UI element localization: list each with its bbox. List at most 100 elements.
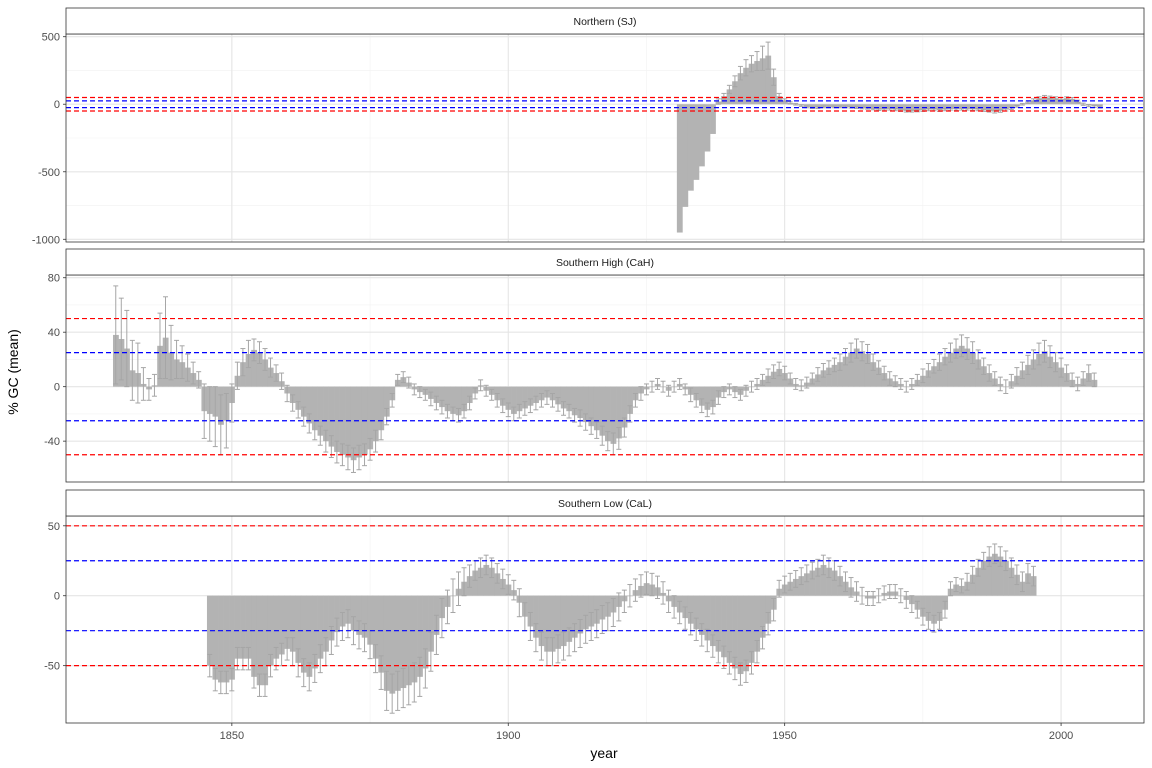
bar bbox=[389, 595, 396, 694]
bar bbox=[1025, 573, 1031, 596]
bar bbox=[627, 386, 633, 414]
bar bbox=[853, 104, 860, 108]
bar bbox=[361, 595, 368, 638]
bar bbox=[892, 104, 899, 110]
bar bbox=[328, 386, 335, 447]
bar bbox=[765, 595, 772, 624]
bar bbox=[1052, 362, 1059, 387]
bar bbox=[334, 595, 340, 633]
bar bbox=[206, 595, 213, 666]
bar bbox=[1069, 98, 1076, 105]
bar bbox=[306, 595, 313, 677]
bar bbox=[306, 386, 313, 424]
bar bbox=[240, 595, 246, 659]
bar bbox=[693, 595, 700, 630]
bar bbox=[411, 595, 418, 683]
bar bbox=[881, 104, 888, 110]
bar bbox=[1025, 364, 1031, 387]
bar bbox=[1030, 100, 1037, 105]
bar bbox=[300, 595, 307, 673]
y-tick-label: 80 bbox=[48, 273, 60, 285]
bar bbox=[350, 386, 357, 461]
bar bbox=[721, 96, 727, 105]
bar bbox=[698, 104, 705, 167]
bar bbox=[931, 595, 937, 624]
facet-strip bbox=[65, 248, 1145, 276]
bar bbox=[737, 73, 744, 105]
bar bbox=[527, 386, 534, 406]
x-tick-label: 2000 bbox=[1049, 730, 1073, 742]
bar bbox=[588, 386, 595, 427]
bar bbox=[367, 595, 374, 645]
bar bbox=[289, 595, 296, 652]
bar bbox=[405, 595, 412, 686]
bar bbox=[864, 104, 871, 109]
bar bbox=[372, 595, 379, 659]
bar bbox=[837, 362, 844, 387]
bar bbox=[848, 352, 855, 387]
bar bbox=[997, 104, 1004, 111]
bar bbox=[538, 595, 545, 647]
bar bbox=[969, 352, 976, 387]
bar bbox=[743, 595, 750, 672]
bar bbox=[958, 104, 965, 109]
bar bbox=[997, 556, 1004, 596]
bar bbox=[859, 104, 866, 109]
bar bbox=[710, 104, 716, 134]
bar bbox=[975, 104, 982, 110]
bar bbox=[1014, 574, 1020, 596]
x-tick-label: 1950 bbox=[772, 730, 796, 742]
bar bbox=[826, 567, 832, 596]
bar bbox=[964, 348, 971, 387]
bar bbox=[251, 349, 258, 387]
bar bbox=[339, 595, 346, 627]
bar bbox=[555, 595, 562, 649]
bar bbox=[781, 100, 788, 105]
bar bbox=[676, 104, 683, 233]
bar bbox=[477, 567, 484, 596]
bar bbox=[848, 104, 855, 108]
bar bbox=[317, 386, 324, 436]
bar bbox=[256, 352, 263, 387]
bar bbox=[499, 386, 506, 406]
bar bbox=[698, 595, 705, 635]
bar bbox=[588, 595, 595, 627]
bar bbox=[527, 595, 534, 627]
y-tick-label: -500 bbox=[38, 167, 60, 179]
bar bbox=[942, 356, 949, 387]
bar bbox=[804, 573, 810, 596]
bar bbox=[323, 386, 329, 442]
bar bbox=[820, 564, 827, 596]
bar bbox=[1003, 104, 1009, 110]
bar bbox=[1058, 98, 1065, 105]
bar bbox=[809, 570, 816, 596]
panel-2: Southern High (CaH) 80 40 0 -40 bbox=[44, 248, 1145, 483]
bar bbox=[323, 595, 329, 652]
y-tick-label: 0 bbox=[54, 591, 60, 603]
bar bbox=[549, 595, 556, 652]
y-tick-label: 0 bbox=[54, 99, 60, 111]
bar bbox=[1008, 104, 1015, 109]
facet-strip-label: Southern High (CaH) bbox=[556, 257, 654, 269]
bar bbox=[770, 77, 777, 105]
y-tick-label: 0 bbox=[54, 382, 60, 394]
bar bbox=[980, 104, 987, 111]
y-tick-label: -50 bbox=[44, 661, 60, 673]
bar bbox=[251, 595, 258, 677]
bar bbox=[925, 595, 932, 621]
bar bbox=[455, 386, 462, 416]
y-tick-label: 40 bbox=[48, 327, 60, 339]
bar bbox=[964, 104, 971, 109]
bar bbox=[820, 104, 827, 107]
bar bbox=[925, 370, 932, 387]
bar bbox=[566, 595, 573, 642]
y-axis-title: % GC (mean) bbox=[5, 329, 21, 415]
bar bbox=[936, 362, 943, 387]
bar bbox=[544, 595, 551, 652]
bar bbox=[350, 595, 357, 631]
bar bbox=[245, 353, 252, 387]
bar bbox=[223, 595, 230, 683]
y-tick-label: -1000 bbox=[32, 234, 60, 246]
bar bbox=[798, 576, 805, 596]
